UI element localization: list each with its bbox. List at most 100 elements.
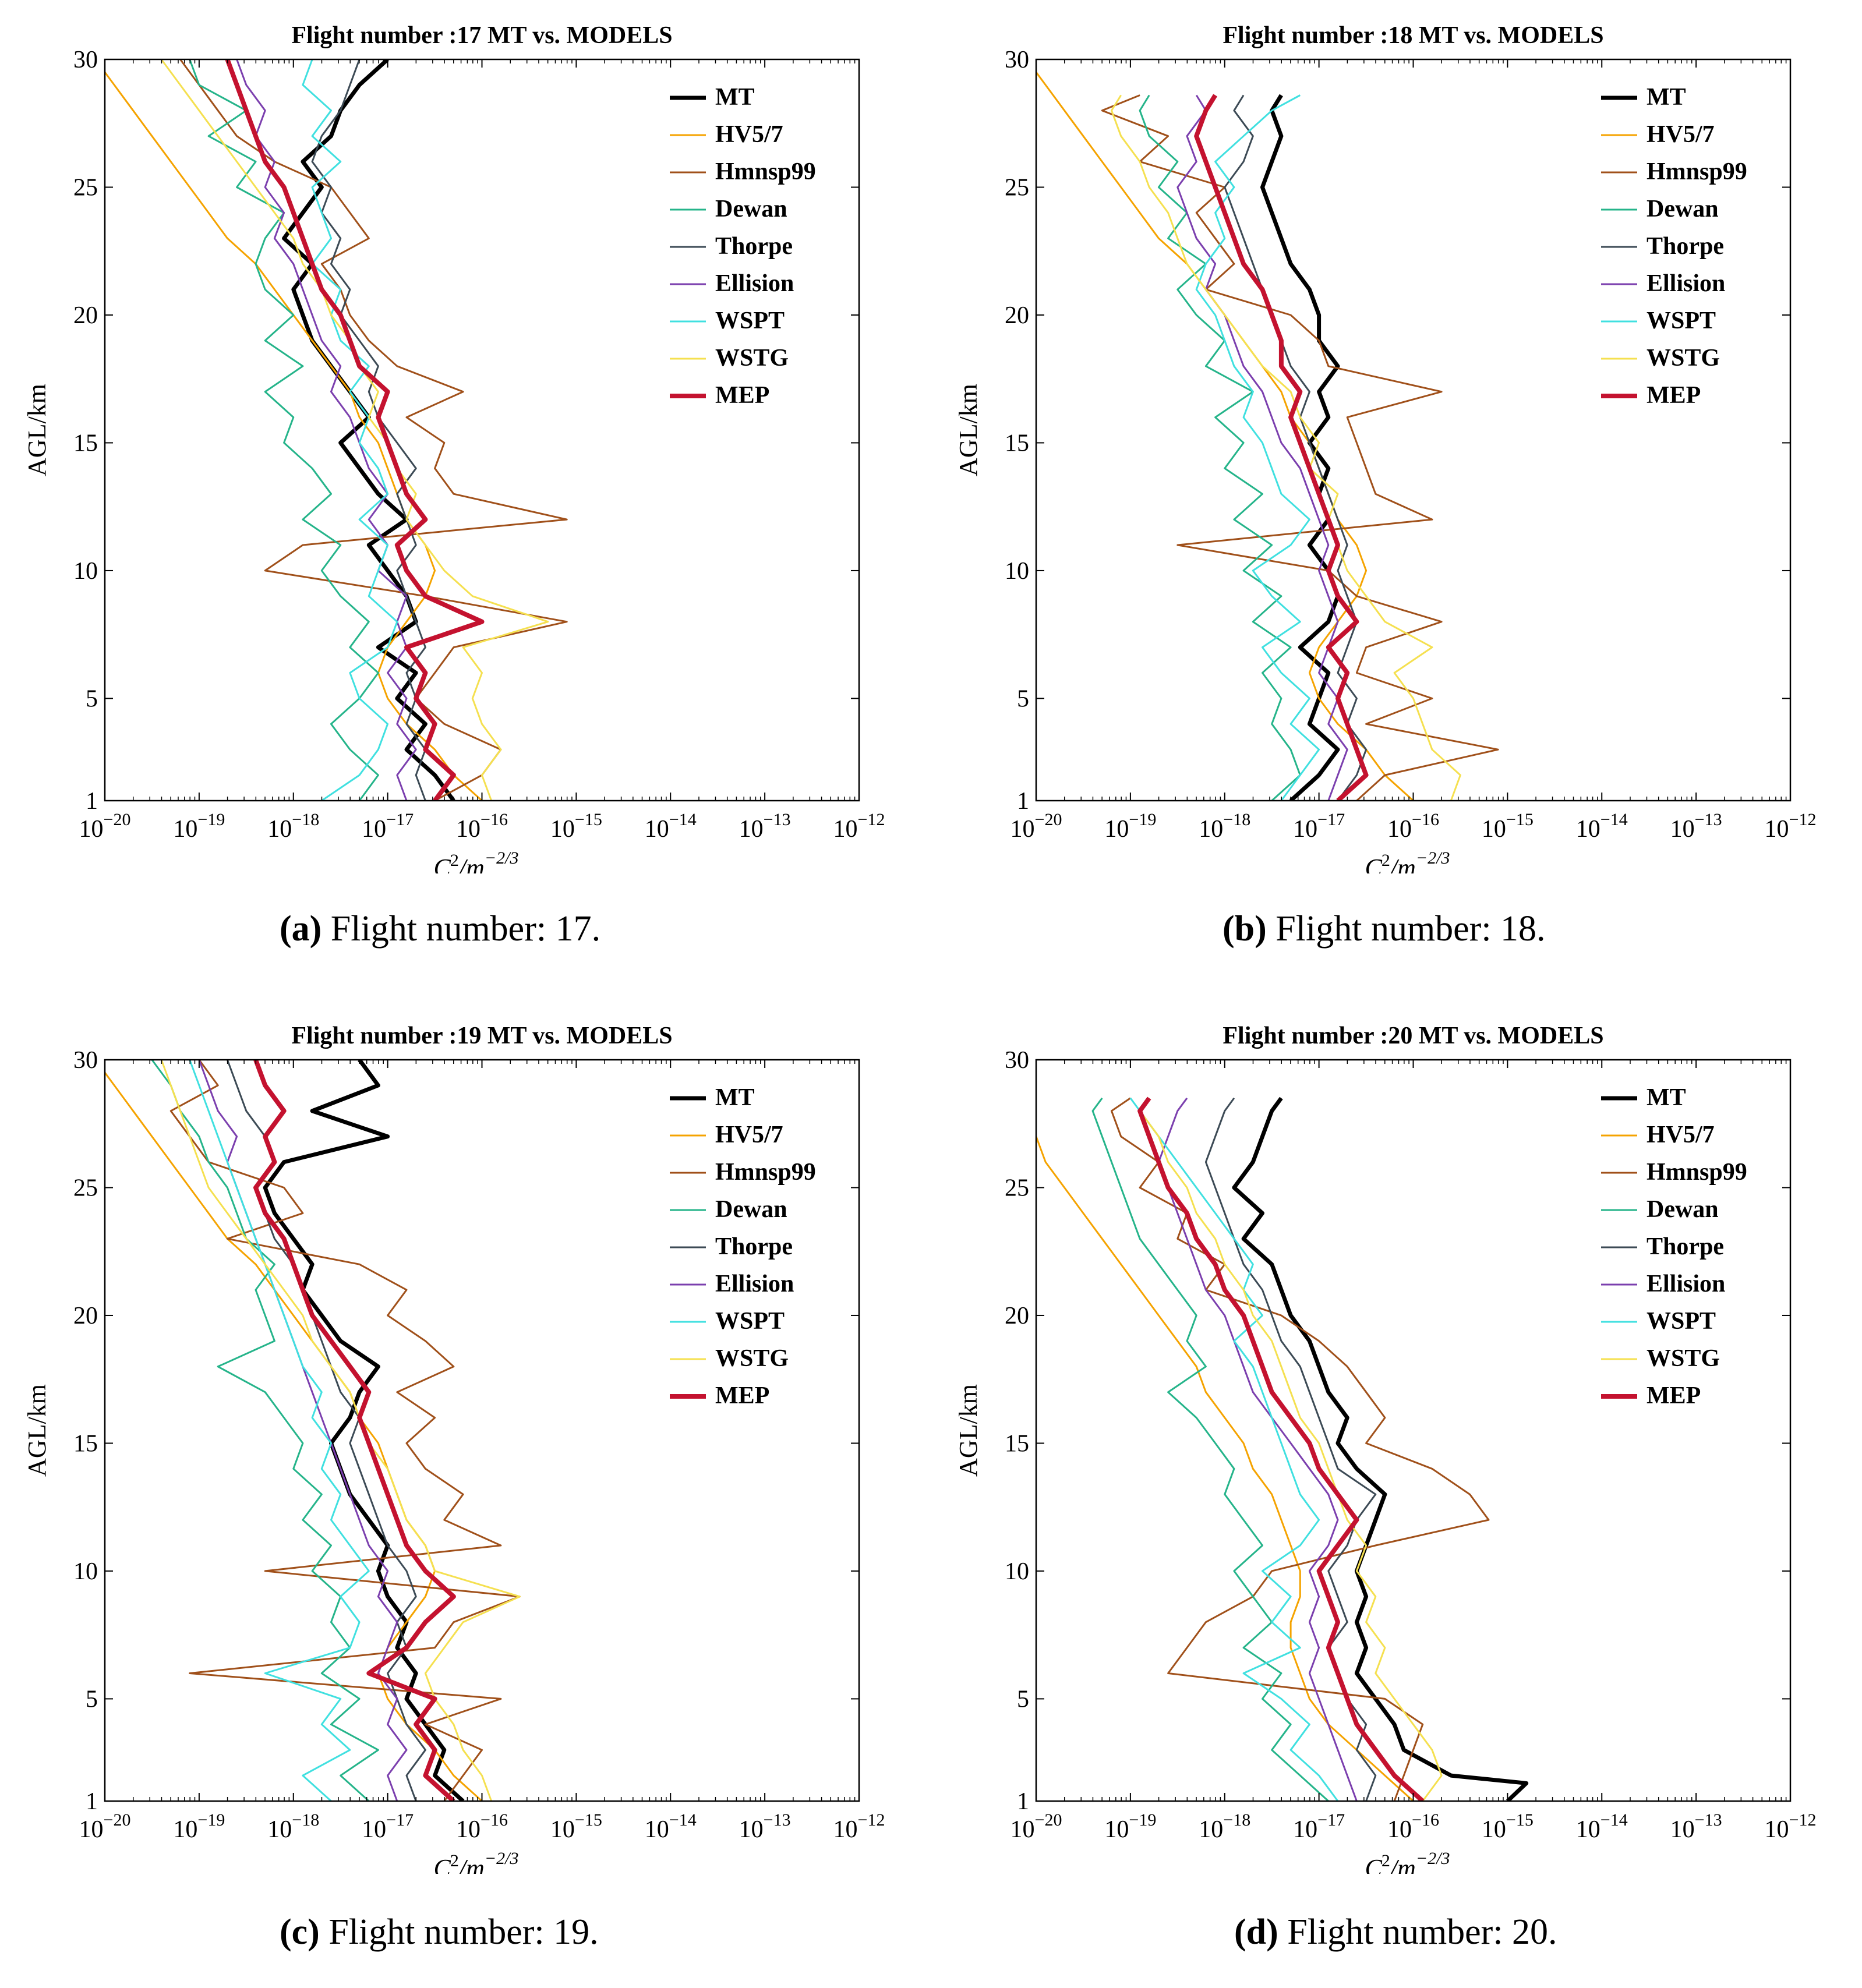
x-tick-label: 10−13 [739,1810,791,1843]
chart-a: Flight number :17 MT vs. MODELS 10−20 10−1… [23,22,885,873]
y-tick-label: 1 [1017,1788,1029,1815]
x-tick-label: 10−14 [1576,1810,1628,1843]
x-tick-label: 10−14 [645,1810,697,1843]
y-tick-label: 20 [1005,302,1029,329]
y-tick-label: 10 [1005,1558,1029,1585]
series-line-dewan [151,1060,379,1801]
x-tick-label: 10−17 [1293,1810,1345,1843]
series-line-ellision [236,59,417,801]
y-axis-label: AGL/km [23,1384,51,1477]
series-line-thorpe [1204,1097,1377,1801]
legend-label: Ellision [715,270,794,297]
caption-b: (b) Flight number: 18. [1223,908,1546,950]
series-line-hv5-7 [105,1071,483,1801]
series-line-mep [253,1060,456,1801]
y-tick-label: 10 [1005,558,1029,585]
x-tick-label: 10−18 [1199,810,1250,843]
y-tick-label: 20 [73,1303,98,1329]
legend-label: HV5/7 [1647,121,1715,148]
x-tick-label: 10−15 [1482,1810,1534,1843]
legend-label: Thorpe [715,1233,793,1260]
x-tick-label: 10−19 [173,1810,225,1843]
series-line-mep [225,59,485,801]
legend-label: Thorpe [1647,233,1724,260]
legend-label: Ellision [715,1271,794,1297]
x-tick-label: 10−12 [1765,1810,1817,1843]
x-tick-label: 10−15 [550,810,602,843]
series-group [1036,1096,1529,1801]
legend-label: Thorpe [1647,1233,1724,1260]
chart-title: Flight number :19 MT vs. MODELS [291,1023,672,1049]
x-tick-label: 10−13 [739,810,791,843]
legend-label: Hmnsp99 [715,158,816,185]
y-tick-label: 25 [73,1175,98,1201]
x-tick-label: 10−19 [1104,810,1156,843]
series-line-hv5-7 [1036,70,1414,801]
y-tick-label: 30 [73,1047,98,1074]
x-tick-label: 10−16 [456,1810,508,1843]
series-line-thorpe [311,59,426,801]
series-line-hmnsp99 [1101,94,1499,801]
y-tick-label: 15 [1005,430,1029,457]
legend-label: Hmnsp99 [1647,1159,1747,1186]
series-line-mep [1194,94,1369,801]
y-tick-label: 5 [1017,1686,1029,1713]
x-tick-label: 10−19 [173,810,225,843]
x-axis-label: Cn2/m−2/3 [434,1849,519,1874]
series-line-wstg [1139,1097,1443,1801]
series-line-mt [263,1060,465,1801]
legend-label: Ellision [1647,270,1725,297]
x-tick-label: 10−18 [267,1810,319,1843]
series-line-wstg [1111,94,1461,801]
x-tick-label: 10−13 [1670,1810,1722,1843]
legend-label: MEP [715,382,769,409]
series-line-thorpe [1224,94,1368,801]
y-tick-label: 20 [1005,1303,1029,1329]
series-group [105,59,568,801]
series-line-ellision [1176,94,1348,801]
x-tick-label: 10−15 [550,1810,602,1843]
x-tick-label: 10−12 [833,1810,885,1843]
legend-label: Ellision [1647,1271,1725,1297]
legend-label: HV5/7 [715,1122,783,1148]
caption-text-a: Flight number: 17. [330,909,601,949]
legend-label: HV5/7 [1647,1122,1715,1148]
x-tick-label: 10−12 [833,810,885,843]
legend-label: MT [715,1084,755,1111]
panel-c: Flight number :19 MT vs. MODELS 10−20 10−1… [0,1000,931,1988]
legend-label: WSPT [715,1308,785,1335]
y-tick-label: 25 [1005,1175,1029,1201]
legend-label: MEP [1647,1382,1701,1409]
legend-label: Hmnsp99 [715,1159,816,1186]
x-tick-label: 10−16 [456,810,508,843]
y-tick-label: 30 [73,47,98,73]
x-tick-label: 10−14 [1576,810,1628,843]
y-axis-label: AGL/km [23,384,51,476]
series-line-hmnsp99 [179,59,568,801]
legend-label: MT [1647,1084,1686,1111]
legend-label: Dewan [715,196,787,222]
x-tick-label: 10−20 [79,1810,131,1843]
series-line-hmnsp99 [169,1060,521,1801]
x-tick-label: 10−20 [79,810,131,843]
x-tick-label: 10−20 [1011,810,1062,843]
x-axis-label: Cn2/m−2/3 [434,848,519,873]
y-tick-label: 15 [73,430,98,457]
legend-label: MT [715,84,755,111]
y-tick-label: 25 [73,174,98,201]
y-tick-label: 1 [86,788,98,815]
series-line-wstg [160,59,549,801]
y-tick-label: 20 [73,302,98,329]
legend-label: MEP [1647,382,1701,409]
series-group [1036,70,1499,801]
y-tick-label: 15 [73,1430,98,1457]
series-line-ellision [1157,1097,1358,1801]
x-tick-label: 10−19 [1104,1810,1156,1843]
x-tick-label: 10−17 [362,1810,414,1843]
series-line-dewan [1139,94,1301,801]
legend-label: WSTG [715,1345,789,1372]
series-line-dewan [1091,1097,1329,1801]
y-axis-label: AGL/km [954,1384,983,1477]
legend-label: WSTG [715,345,789,372]
y-tick-label: 25 [1005,174,1029,201]
